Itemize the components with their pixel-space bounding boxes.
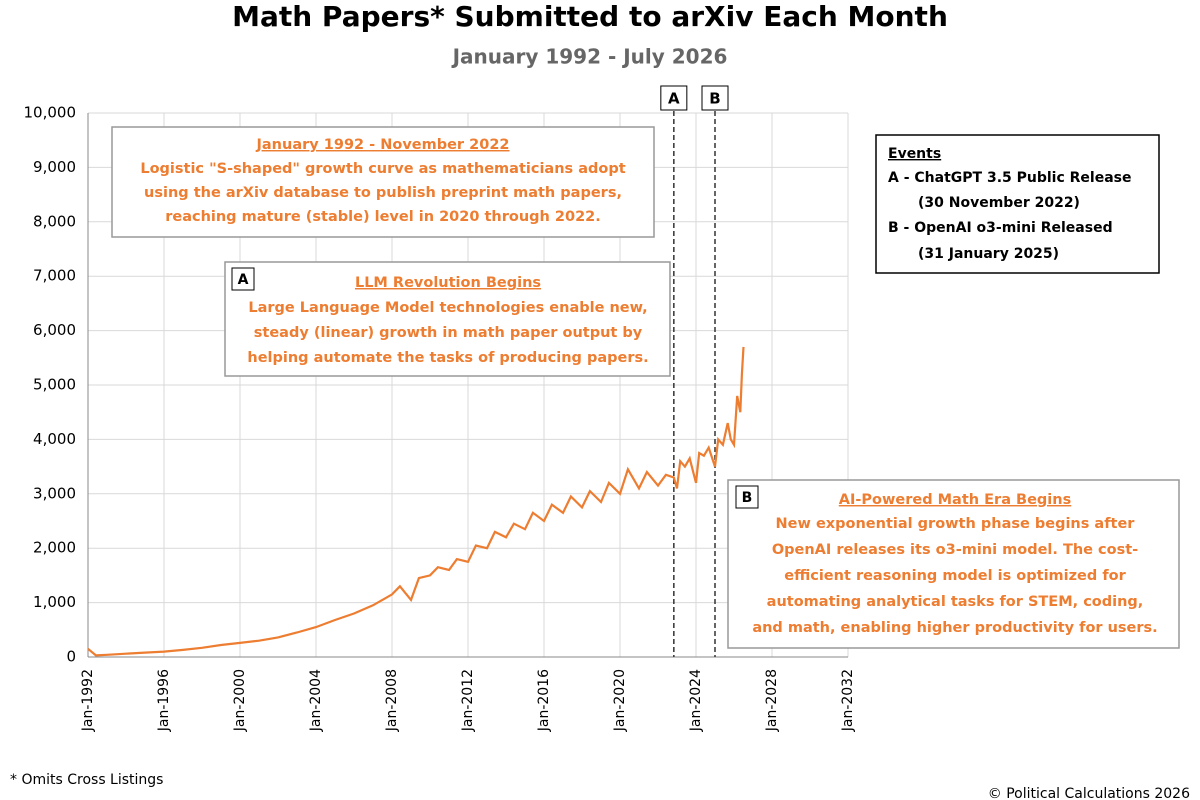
- event-tag: A: [668, 90, 680, 108]
- footnote: * Omits Cross Listings: [10, 772, 163, 788]
- chart-subtitle: January 1992 - July 2026: [451, 45, 728, 69]
- annotation-tag: B: [742, 490, 753, 506]
- x-tick-label: Jan-2020: [612, 669, 628, 732]
- x-tick-label: Jan-2028: [764, 669, 780, 732]
- annotation-text: steady (linear) growth in math paper out…: [254, 325, 643, 341]
- chart-title: Math Papers* Submitted to arXiv Each Mon…: [232, 0, 948, 33]
- x-tick-label: Jan-2004: [308, 669, 324, 732]
- annotation-heading: LLM Revolution Begins: [355, 275, 541, 291]
- events-text: A - ChatGPT 3.5 Public Release: [888, 170, 1132, 186]
- tag-box: [735, 485, 759, 509]
- x-tick-label: Jan-2032: [840, 669, 856, 732]
- events-text: (30 November 2022): [918, 195, 1080, 211]
- x-tick-label: Jan-2008: [384, 669, 400, 732]
- events-text: (31 January 2025): [918, 246, 1059, 262]
- annotation-text: helping automate the tasks of producing …: [247, 350, 648, 366]
- events-text: B - OpenAI o3-mini Released: [888, 220, 1113, 236]
- y-tick-label: 3,000: [33, 484, 76, 502]
- x-tick-label: Jan-2012: [460, 669, 476, 732]
- annotation-text: OpenAI releases its o3-mini model. The c…: [772, 542, 1138, 558]
- annotation-text: New exponential growth phase begins afte…: [776, 516, 1136, 532]
- y-tick-label: 8,000: [33, 212, 76, 230]
- event-tag: B: [709, 90, 720, 108]
- x-tick-label: Jan-1992: [80, 669, 96, 732]
- annotation-text: Logistic "S-shaped" growth curve as math…: [140, 161, 625, 177]
- y-tick-label: 0: [66, 648, 76, 666]
- annotation-box: [224, 261, 671, 377]
- annotation-box: [111, 126, 655, 238]
- tag-box: [231, 267, 255, 291]
- credit: © Political Calculations 2026: [988, 786, 1190, 800]
- annotation-heading: January 1992 - November 2022: [256, 137, 510, 153]
- x-tick-label: Jan-2024: [688, 669, 704, 732]
- x-tick-label: Jan-1996: [156, 669, 172, 732]
- events-title: Events: [888, 146, 941, 162]
- x-tick-label: Jan-2016: [536, 669, 552, 732]
- y-tick-label: 2,000: [33, 539, 76, 557]
- x-tick-label: Jan-2000: [232, 669, 248, 732]
- y-tick-label: 5,000: [33, 376, 76, 394]
- y-tick-label: 7,000: [33, 267, 76, 285]
- y-tick-label: 4,000: [33, 430, 76, 448]
- y-tick-label: 1,000: [33, 593, 76, 611]
- y-tick-label: 6,000: [33, 321, 76, 339]
- annotation-tag: A: [238, 272, 249, 288]
- data-line: [87, 346, 745, 657]
- annotation-text: automating analytical tasks for STEM, co…: [767, 594, 1144, 610]
- event-tag-box: [701, 85, 729, 111]
- annotation-text: and math, enabling higher productivity f…: [752, 620, 1157, 636]
- y-tick-label: 10,000: [24, 104, 77, 122]
- annotation-box: [727, 479, 1180, 649]
- annotation-heading: AI-Powered Math Era Begins: [839, 492, 1071, 508]
- y-tick-label: 9,000: [33, 158, 76, 176]
- annotation-text: reaching mature (stable) level in 2020 t…: [165, 209, 601, 225]
- events-box: [875, 134, 1160, 274]
- annotation-text: Large Language Model technologies enable…: [248, 300, 647, 316]
- annotation-text: efficient reasoning model is optimized f…: [784, 568, 1126, 584]
- annotation-text: using the arXiv database to publish prep…: [144, 185, 622, 201]
- event-tag-box: [660, 85, 688, 111]
